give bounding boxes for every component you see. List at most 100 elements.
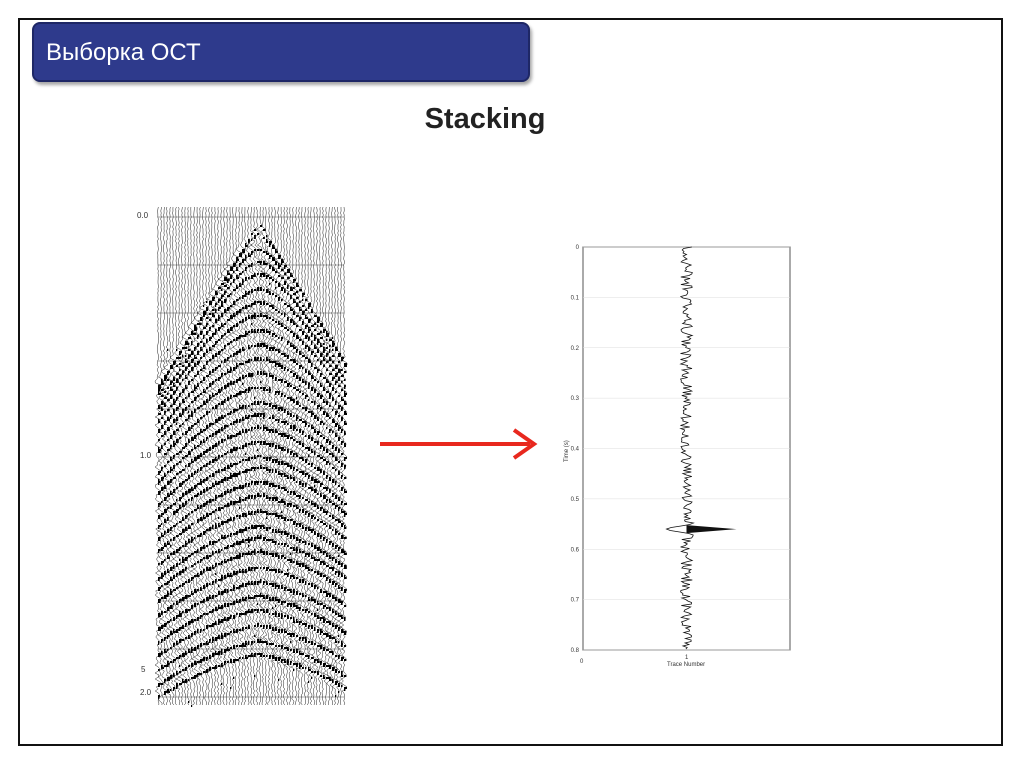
seismic-trace <box>205 206 213 706</box>
y-tick-label: 0.2 <box>571 346 580 352</box>
seismic-trace-fill <box>236 257 239 661</box>
seismic-trace <box>172 206 180 706</box>
gather-tick-label: 1.0 <box>140 451 152 460</box>
reflection-peak <box>686 525 737 534</box>
seismic-trace-fill <box>182 347 185 683</box>
seismic-trace <box>286 206 294 706</box>
y-tick-label: 0 <box>576 245 580 251</box>
seismic-trace <box>193 207 201 706</box>
seismic-trace-fill <box>272 245 275 659</box>
y-tick-label: 0.5 <box>571 497 580 503</box>
seismic-trace-fill <box>278 255 281 681</box>
seismic-trace <box>325 206 333 706</box>
gather-tick-label: 0.0 <box>137 211 149 220</box>
seismic-trace-fill <box>269 241 272 659</box>
seismic-trace-fill <box>230 267 233 689</box>
seismic-trace-fill <box>323 329 326 679</box>
seismic-trace <box>334 206 342 706</box>
seismic-trace <box>241 206 249 706</box>
seismic-trace <box>262 206 270 706</box>
seismic-trace-fill <box>212 297 215 669</box>
seismic-trace <box>208 206 216 705</box>
seismic-trace <box>199 206 207 706</box>
seismic-trace-fill <box>305 299 308 669</box>
seismic-trace-fill <box>317 317 320 675</box>
seismic-trace-fill <box>302 293 305 669</box>
seismic-trace <box>340 206 348 706</box>
seismic-trace-fill <box>215 291 218 669</box>
seismic-trace-fill <box>221 283 224 685</box>
y-axis-label: Time (s) <box>564 440 570 462</box>
seismic-trace-fill <box>209 301 212 671</box>
seismic-trace <box>298 206 306 706</box>
seismic-trace-fill <box>260 225 263 657</box>
seismic-trace <box>337 207 345 706</box>
seismic-trace-fill <box>224 277 227 665</box>
trace-line <box>665 246 695 650</box>
seismic-trace-fill <box>218 287 221 667</box>
seismic-trace-fill <box>326 331 329 679</box>
gather-tick-label: 5 <box>141 665 146 674</box>
seismic-trace <box>220 206 228 706</box>
seismic-trace-fill <box>233 263 236 679</box>
seismic-trace-fill <box>332 337 335 683</box>
y-tick-label: 0.3 <box>571 396 580 402</box>
seismic-trace <box>211 206 219 705</box>
seismic-trace <box>226 207 234 706</box>
seismic-trace-fill <box>194 325 197 679</box>
seismic-trace-fill <box>176 349 179 689</box>
y-tick-label: 0.8 <box>571 648 580 654</box>
seismic-trace <box>301 207 309 706</box>
seismic-trace-fill <box>248 239 251 657</box>
seismic-trace <box>244 207 252 706</box>
y-tick-label: 0.4 <box>571 447 580 453</box>
seismic-trace <box>190 207 198 706</box>
gather-tick-label: 2.0 <box>140 688 152 697</box>
seismic-trace-fill <box>203 305 206 673</box>
seismic-trace-fill <box>344 363 347 691</box>
seismic-trace-fill <box>308 303 311 683</box>
seismic-trace <box>265 206 273 706</box>
seismic-trace-fill <box>296 283 299 667</box>
seismic-trace <box>163 206 171 706</box>
seismic-trace <box>310 206 318 706</box>
seismic-trace <box>319 206 327 706</box>
seismic-trace <box>232 206 240 706</box>
seismic-trace-fill <box>188 337 191 703</box>
seismic-trace-fill <box>253 229 257 677</box>
stacked-trace-plot: 0 0.1 0.2 0.3 0.4 0.5 0.6 0.7 0.8 0 1 Trace Numb… <box>564 245 791 668</box>
y-tick-label: 0.1 <box>571 295 580 301</box>
seismic-trace-fill <box>257 233 260 655</box>
seismic-trace <box>247 206 255 706</box>
seismic-trace-fill <box>311 309 314 679</box>
seismic-trace <box>160 206 168 706</box>
seismic-trace-fill <box>167 349 170 693</box>
seismic-trace-fill <box>245 243 248 659</box>
seismic-trace <box>187 206 195 706</box>
seismic-trace <box>238 206 246 706</box>
seismic-trace <box>202 206 210 706</box>
seismic-trace <box>223 207 231 706</box>
seismic-trace <box>283 206 291 706</box>
seismic-trace-fill <box>227 271 230 663</box>
seismic-trace-fill <box>275 249 278 661</box>
red-arrow <box>380 428 538 460</box>
seismic-trace-fill <box>314 315 317 673</box>
seismic-trace-fill <box>290 273 293 665</box>
seismic-trace <box>307 206 315 706</box>
seismic-trace <box>235 206 243 705</box>
seismic-trace-fill <box>239 253 242 659</box>
slide-title: Stacking <box>424 103 546 135</box>
seismic-trace <box>268 206 276 706</box>
seismic-trace-fill <box>329 339 332 681</box>
x-tick-label: 1 <box>685 655 689 661</box>
seismic-trace-fill <box>284 265 287 663</box>
seismic-trace-fill <box>242 249 245 659</box>
y-tick-label: 0.6 <box>571 547 580 553</box>
seismic-trace-fill <box>206 301 209 673</box>
seismic-trace-fill <box>263 229 266 657</box>
seismic-trace <box>166 206 174 706</box>
seismic-trace <box>271 207 279 706</box>
seismic-trace <box>175 206 183 706</box>
